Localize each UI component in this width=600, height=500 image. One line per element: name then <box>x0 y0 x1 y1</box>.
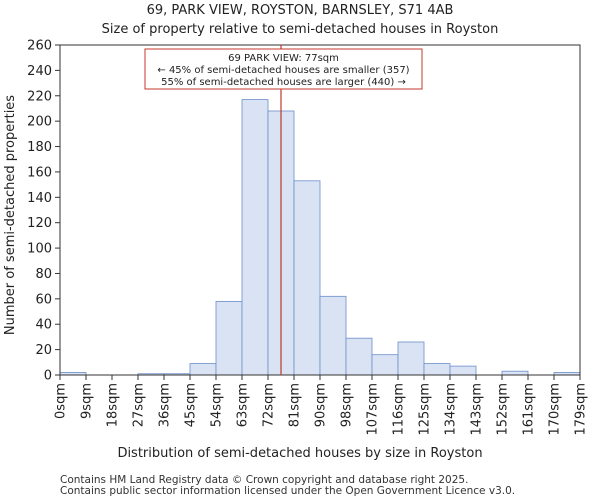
y-tick-label: 200 <box>27 115 52 130</box>
y-tick-label: 40 <box>35 318 52 333</box>
x-tick-label: 161sqm <box>522 383 537 436</box>
x-tick-label: 54sqm <box>210 383 225 427</box>
x-tick-label: 36sqm <box>158 383 173 427</box>
x-tick-label: 134sqm <box>444 383 459 436</box>
annotation-frame <box>144 48 423 90</box>
y-tick-label: 60 <box>35 292 52 307</box>
x-tick-label: 0sqm <box>54 383 69 419</box>
x-tick-label: 170sqm <box>548 383 563 436</box>
x-tick-label: 81sqm <box>288 383 303 427</box>
bar-90sqm <box>319 295 347 376</box>
bar-116sqm <box>397 341 425 376</box>
annotation-line-1: 69 PARK VIEW: 77sqm <box>228 53 339 64</box>
x-tick-label: 179sqm <box>574 383 589 436</box>
bar-45sqm <box>189 363 217 376</box>
footer-copyright: Contains HM Land Registry data © Crown c… <box>60 474 468 486</box>
annotation-line-3: 55% of semi-detached houses are larger (… <box>161 77 406 88</box>
x-tick-label: 152sqm <box>496 383 511 436</box>
x-tick-label: 90sqm <box>314 383 329 427</box>
x-tick-label: 125sqm <box>418 383 433 436</box>
bar-107sqm <box>371 354 399 376</box>
bar-125sqm <box>423 363 451 376</box>
bar-98sqm <box>345 337 373 376</box>
x-axis-ticks: 0sqm 9sqm 18sqm 27sqm 36sqm 45sqm 54sqm 63sqm 72… <box>54 375 589 436</box>
y-axis-label: Number of semi-detached properties <box>3 95 18 335</box>
annotation-line-2: ← 45% of semi-detached houses are smalle… <box>157 65 409 76</box>
x-tick-label: 98sqm <box>340 383 355 427</box>
y-axis-ticks: 0 20 40 60 80 100 120 140 160 180 200 220 240 260 <box>27 39 60 384</box>
y-tick-label: 220 <box>27 89 52 104</box>
y-tick-label: 260 <box>27 39 52 54</box>
annotation-box: 69 PARK VIEW: 77sqm ← 45% of semi-detach… <box>144 48 423 90</box>
x-tick-label: 63sqm <box>236 383 251 427</box>
chart-subtitle: Size of property relative to semi-detach… <box>102 22 499 37</box>
y-tick-label: 180 <box>27 140 52 155</box>
plot-frame <box>59 44 581 376</box>
chart-title: 69, PARK VIEW, ROYSTON, BARNSLEY, S71 4A… <box>147 3 454 18</box>
bar-152sqm <box>501 370 529 376</box>
bars <box>59 99 581 376</box>
x-axis-label: Distribution of semi-detached houses by … <box>117 446 482 461</box>
x-tick-label: 143sqm <box>470 383 485 436</box>
y-tick-label: 120 <box>27 216 52 231</box>
x-tick-label: 9sqm <box>80 383 95 419</box>
bar-81sqm <box>293 180 321 376</box>
bar-63sqm <box>241 99 269 376</box>
y-tick-label: 0 <box>44 369 52 384</box>
y-tick-label: 140 <box>27 191 52 206</box>
x-tick-label: 45sqm <box>184 383 199 427</box>
x-tick-label: 116sqm <box>392 383 407 436</box>
y-tick-label: 160 <box>27 165 52 180</box>
x-tick-label: 18sqm <box>106 383 121 427</box>
x-tick-label: 107sqm <box>366 383 381 436</box>
x-tick-label: 72sqm <box>262 383 277 427</box>
y-tick-label: 20 <box>35 343 52 358</box>
y-tick-label: 240 <box>27 64 52 79</box>
bar-54sqm <box>215 300 243 376</box>
y-tick-label: 80 <box>35 267 52 282</box>
bar-134sqm <box>449 365 477 376</box>
footer-licence: Contains public sector information licen… <box>60 485 515 497</box>
x-tick-label: 27sqm <box>132 383 147 427</box>
y-tick-label: 100 <box>27 242 52 257</box>
